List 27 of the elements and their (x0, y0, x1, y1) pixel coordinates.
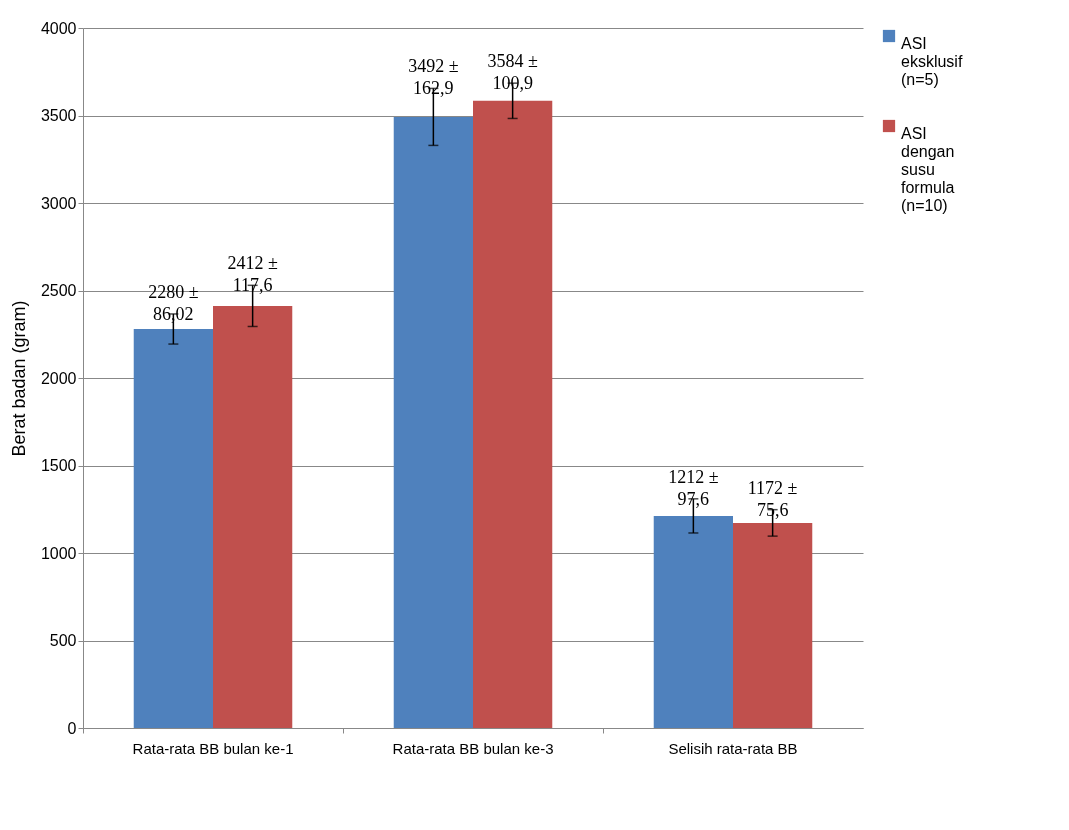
y-tick-label: 3500 (40, 107, 77, 124)
bar (133, 329, 213, 728)
data-label: 1172 ± 75,6 (747, 477, 798, 520)
y-tick-label: 500 (49, 632, 77, 649)
y-tick-label: 1000 (40, 544, 77, 562)
data-label: 2412 ± 117,6 (227, 253, 278, 296)
bar (653, 515, 733, 728)
bar (393, 116, 473, 728)
y-axis-title: Berat badan (gram) (8, 300, 29, 457)
y-tick-label: 0 (67, 719, 77, 737)
bar (733, 522, 813, 728)
legend-label: ASI eksklusif (n=5) (901, 35, 963, 88)
data-label: 2280 ± 86,02 (148, 281, 199, 324)
y-tick-label: 3000 (40, 194, 77, 212)
legend-label: ASI dengan susu formula (n=10) (901, 125, 955, 214)
x-tick-label: Selisih rata-rata BB (668, 739, 798, 757)
y-tick-label: 2500 (40, 282, 77, 299)
bar (213, 305, 293, 728)
data-label: 3584 ± 100,9 (487, 51, 538, 94)
data-label: 1212 ± 97,6 (668, 466, 719, 509)
y-tick-label: 2000 (40, 369, 77, 387)
y-tick-label: 4000 (40, 19, 77, 37)
bar (473, 100, 553, 728)
data-label: 3492 ± 162,9 (408, 56, 459, 99)
x-tick-label: Rata-rata BB bulan ke-1 (132, 739, 294, 757)
x-tick-label: Rata-rata BB bulan ke-3 (392, 739, 554, 757)
y-tick-label: 1500 (40, 457, 77, 474)
